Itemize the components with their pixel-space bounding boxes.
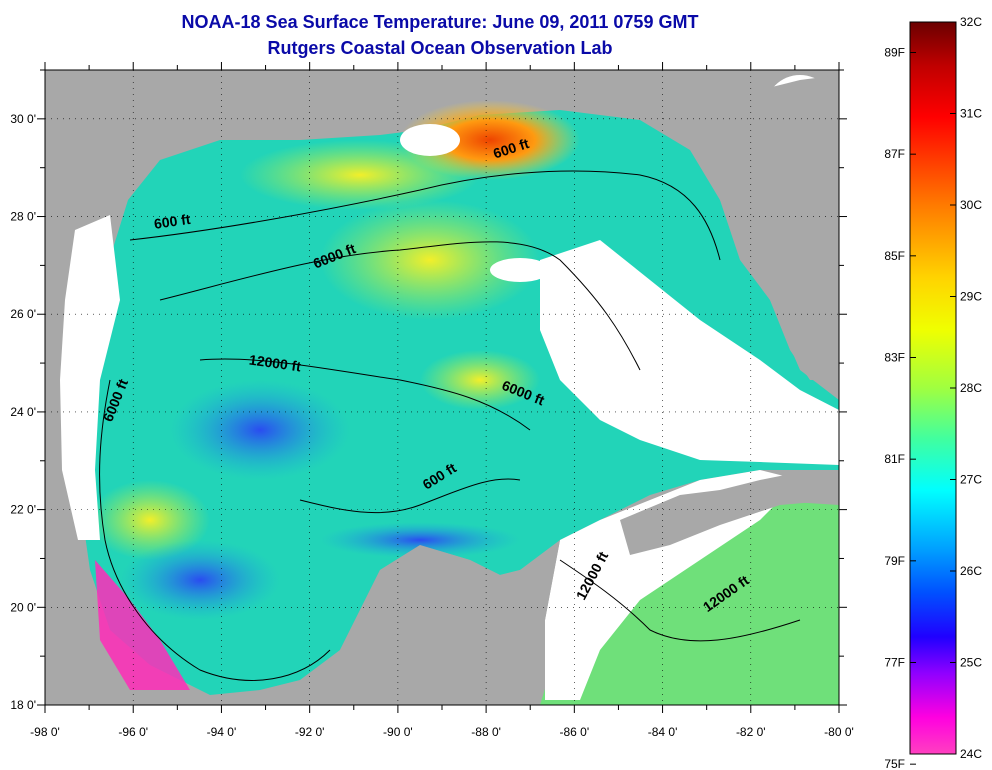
contour-12000ft: [199, 358, 531, 431]
lon-tick-label: -84 0': [648, 725, 678, 739]
colorbar-fahrenheit-label: 79F: [884, 554, 905, 568]
cuba-land: [620, 470, 839, 555]
cloud-mask-west: [60, 215, 120, 540]
lat-tick-label: 22 0': [10, 503, 36, 517]
colorbar-celsius-label: 27C: [960, 473, 982, 487]
contour-label: 12000 ft: [248, 351, 302, 374]
colorbar-celsius-label: 30C: [960, 198, 982, 212]
lon-tick-label: -80 0': [824, 725, 854, 739]
lon-tick-label: -88 0': [471, 725, 501, 739]
yucatan-land: [320, 540, 560, 705]
bathymetry-contours: [99, 170, 801, 681]
contour-600ft-north: [129, 170, 721, 261]
colorbar-fahrenheit-label: 75F: [884, 757, 905, 770]
lon-tick-label: -98 0': [30, 725, 60, 739]
map-subtitle: Rutgers Coastal Ocean Observation Lab: [267, 38, 613, 58]
colorbar-fahrenheit-label: 81F: [884, 452, 905, 466]
colorbar-fahrenheit-label: 85F: [884, 249, 905, 263]
contour-600ft-south: [299, 478, 521, 514]
colorbar-celsius-label: 31C: [960, 107, 982, 121]
colorbar-celsius-label: 28C: [960, 381, 982, 395]
lon-tick-label: -86 0': [560, 725, 590, 739]
contour-6000ft-west: [99, 379, 331, 681]
colorbar-celsius-labels: 32C 31C 30C 29C 28C 27C 26C 25C 24C: [950, 15, 982, 761]
lat-tick-label: 24 0': [10, 405, 36, 419]
longitude-ticks: -98 0' -96 0' -94 0' -92 0' -90 0' -88 0' -86 …: [30, 62, 854, 739]
colorbar: [909, 21, 957, 755]
lon-tick-label: -96 0': [118, 725, 148, 739]
colorbar-fahrenheit-label: 77F: [884, 656, 905, 670]
colorbar-fahrenheit-label: 89F: [884, 46, 905, 60]
lon-tick-label: -94 0': [207, 725, 237, 739]
lat-tick-label: 28 0': [10, 210, 36, 224]
caribbean-water: [540, 500, 839, 705]
colorbar-celsius-label: 26C: [960, 564, 982, 578]
lat-tick-label: 18 0': [10, 698, 36, 712]
colorbar-fahrenheit-label: 83F: [884, 351, 905, 365]
contour-6000ft: [159, 241, 641, 371]
colorbar-celsius-label: 29C: [960, 290, 982, 304]
colorbar-celsius-label: 32C: [960, 15, 982, 29]
map-title: NOAA-18 Sea Surface Temperature: June 09…: [181, 12, 699, 32]
map-area: [45, 70, 839, 705]
lon-tick-label: -82 0': [736, 725, 766, 739]
lat-tick-label: 30 0': [10, 112, 36, 126]
cloud-mask-east: [540, 240, 839, 465]
colorbar-celsius-label: 25C: [960, 656, 982, 670]
colorbar-fahrenheit-labels: 89F 87F 85F 83F 81F 79F 77F 75F: [884, 46, 916, 770]
lat-tick-label: 20 0': [10, 600, 36, 614]
latitude-ticks: 18 0' 20 0' 22 0' 24 0' 26 0' 28 0' 30 0': [10, 69, 847, 712]
colorbar-fahrenheit-label: 87F: [884, 147, 905, 161]
cool-water-patch: [95, 560, 190, 690]
florida-land: [700, 75, 839, 380]
lon-tick-label: -90 0': [383, 725, 413, 739]
contour-12000ft-caribbean: [559, 559, 801, 642]
colorbar-celsius-label: 24C: [960, 747, 982, 761]
contour-label: 600 ft: [153, 211, 192, 232]
lat-tick-label: 26 0': [10, 307, 36, 321]
lon-tick-label: -92 0': [295, 725, 325, 739]
graticule: [45, 70, 839, 705]
